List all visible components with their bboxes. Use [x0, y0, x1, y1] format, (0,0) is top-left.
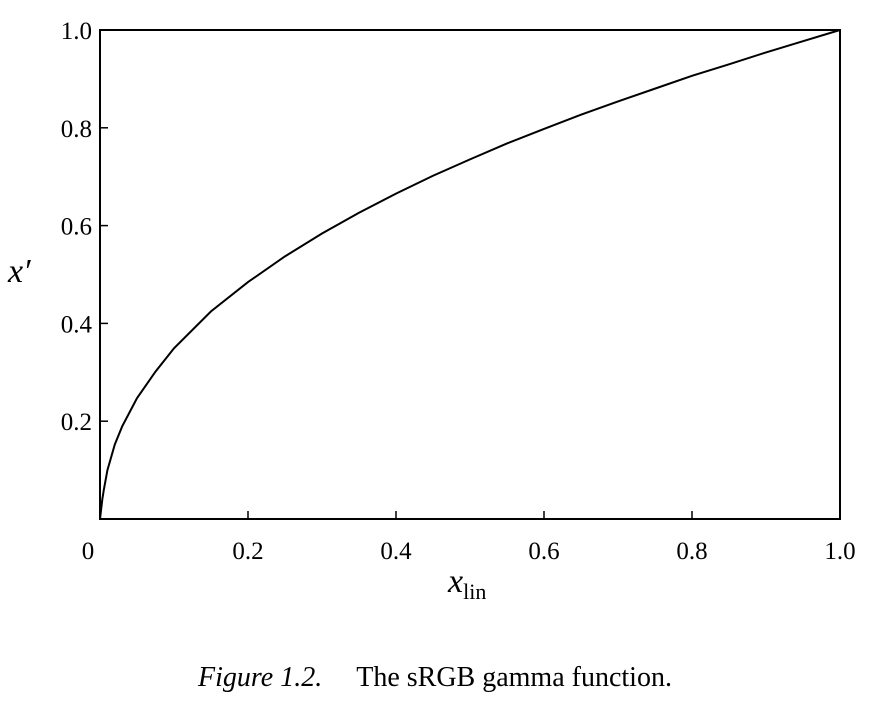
plot-frame [99, 29, 841, 520]
ticks [99, 29, 841, 519]
caption-text: The sRGB gamma function. [356, 662, 672, 693]
x-tick-label: 0 [82, 538, 95, 565]
x-axis-label-sub: lin [463, 579, 486, 604]
x-axis-label: xlin [447, 563, 486, 604]
x-tick-label: 0.6 [528, 538, 559, 565]
y-tick-label: 0.8 [61, 116, 92, 143]
figure-caption: Figure 1.2. The sRGB gamma function. [0, 662, 870, 694]
figure-label: Figure 1.2. [198, 662, 323, 693]
y-tick-label: 0.2 [61, 409, 92, 436]
x-tick-label: 0.2 [232, 538, 263, 565]
y-tick-label: 0.4 [61, 311, 93, 338]
tick-labels: 0 0.2 0.4 0.6 0.8 1.0 0.2 0.4 0.6 0.8 1.0 [61, 18, 856, 565]
y-tick-label: 1.0 [61, 18, 92, 45]
y-tick-label: 0.6 [61, 214, 92, 241]
x-axis-label-main: x [447, 563, 463, 600]
x-tick-label: 0.8 [676, 538, 707, 565]
x-tick-label: 0.4 [380, 538, 412, 565]
gamma-chart: 0 0.2 0.4 0.6 0.8 1.0 0.2 0.4 0.6 0.8 1.0 xlin x′ [7, 18, 856, 604]
series-line-srgb-gamma [99, 29, 841, 520]
y-axis-label: x′ [7, 253, 31, 290]
x-tick-label: 1.0 [824, 538, 855, 565]
